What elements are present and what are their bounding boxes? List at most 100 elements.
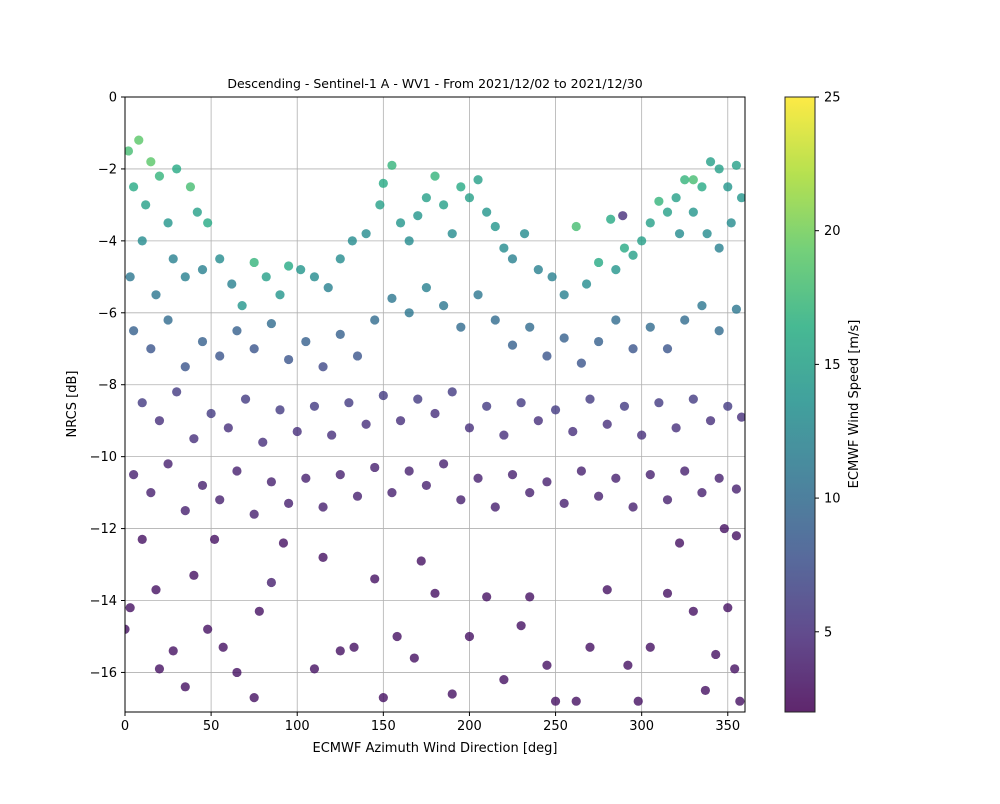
scatter-point — [163, 315, 173, 325]
scatter-point — [542, 660, 552, 670]
scatter-point — [318, 552, 328, 562]
scatter-point — [413, 211, 423, 221]
scatter-point — [697, 182, 707, 192]
scatter-point — [421, 480, 431, 491]
scatter-point — [129, 470, 139, 480]
scatter-point — [258, 437, 268, 447]
y-tick-label: 0 — [109, 91, 117, 106]
colorbar-tick-label: 5 — [824, 625, 832, 640]
scatter-point — [284, 261, 294, 271]
grid-lines — [124, 96, 745, 712]
scatter-point — [151, 290, 161, 300]
scatter-point — [203, 624, 213, 634]
scatter-point — [154, 416, 165, 426]
scatter-point — [736, 193, 745, 203]
scatter-point — [387, 293, 397, 304]
scatter-point — [395, 416, 406, 426]
scatter-point — [456, 495, 466, 505]
scatter-point — [137, 398, 147, 408]
scatter-point — [602, 585, 612, 595]
scatter-point — [568, 426, 578, 437]
scatter-point — [137, 236, 147, 246]
scatter-point — [697, 300, 707, 311]
scatter-point — [611, 473, 621, 483]
scatter-point — [430, 588, 440, 598]
y-axis-ticks: 0 −2 −4 −6 −8 −10 −12 −14 −16 — [90, 91, 125, 681]
scatter-point — [464, 631, 475, 642]
scatter-point — [232, 667, 242, 678]
scatter-point — [697, 488, 707, 498]
scatter-point — [507, 254, 518, 264]
scatter-point — [318, 362, 328, 372]
scatter-point — [542, 477, 552, 487]
scatter-point — [662, 207, 673, 217]
scatter-point — [559, 290, 569, 300]
scatter-point — [671, 423, 681, 433]
scatter-point — [416, 556, 426, 566]
scatter-point — [499, 243, 509, 253]
scatter-point — [671, 193, 681, 203]
scatter-point — [275, 290, 285, 300]
scatter-point — [594, 491, 604, 501]
scatter-point — [146, 344, 156, 354]
scatter-point — [168, 254, 178, 264]
scatter-point — [688, 207, 698, 217]
scatter-point — [714, 473, 724, 483]
scatter-point — [525, 488, 535, 498]
scatter-point — [172, 387, 182, 397]
scatter-point — [490, 221, 500, 232]
scatter-point — [137, 534, 147, 544]
scatter-point — [559, 333, 569, 343]
scatter-point — [203, 218, 213, 228]
scatter-point — [409, 653, 419, 663]
scatter-point — [602, 419, 612, 429]
scatter-point — [125, 146, 134, 156]
scatter-point — [189, 434, 199, 444]
scatter-point — [309, 272, 320, 282]
scatter-point — [180, 272, 190, 282]
scatter-point — [151, 585, 161, 595]
scatter-point — [447, 689, 457, 699]
scatter-point — [714, 243, 724, 253]
scatter-point — [473, 473, 483, 483]
scatter-point — [125, 272, 135, 282]
scatter-point — [154, 664, 165, 674]
scatter-point — [623, 660, 633, 670]
scatter-point — [275, 405, 285, 415]
y-tick-label: −14 — [90, 594, 117, 609]
y-tick-label: −10 — [90, 450, 117, 465]
chart-title: Descending - Sentinel-1 A - WV1 - From 2… — [227, 76, 642, 91]
scatter-point — [571, 696, 581, 706]
scatter-point — [674, 538, 685, 548]
scatter-point — [702, 229, 712, 239]
y-tick-label: −2 — [98, 162, 117, 177]
scatter-point — [533, 265, 543, 275]
scatter-point — [335, 329, 345, 339]
scatter-point — [628, 502, 638, 512]
scatter-point — [361, 229, 371, 239]
scatter-point — [237, 300, 247, 311]
scatter-point — [439, 200, 449, 210]
scatter-point — [723, 401, 733, 411]
scatter-point — [223, 423, 233, 433]
scatter-point — [180, 505, 190, 516]
scatter-point — [730, 664, 740, 674]
x-tick-label: 200 — [457, 719, 482, 734]
scatter-point — [674, 229, 685, 239]
scatter-point — [525, 592, 535, 602]
scatter-point — [439, 300, 449, 311]
scatter-point — [581, 279, 592, 289]
scatter-point — [352, 351, 363, 361]
x-tick-label: 0 — [121, 719, 129, 734]
scatter-point — [240, 394, 251, 404]
scatter-point — [439, 459, 449, 469]
scatter-point — [375, 200, 385, 210]
scatter-point — [266, 577, 276, 588]
scatter-point — [129, 182, 139, 192]
scatter-point — [447, 387, 457, 397]
scatter-point — [662, 344, 673, 354]
scatter-point — [723, 182, 733, 192]
scatter-point — [736, 412, 745, 422]
scatter-point — [473, 175, 483, 185]
scatter-point — [189, 570, 199, 580]
